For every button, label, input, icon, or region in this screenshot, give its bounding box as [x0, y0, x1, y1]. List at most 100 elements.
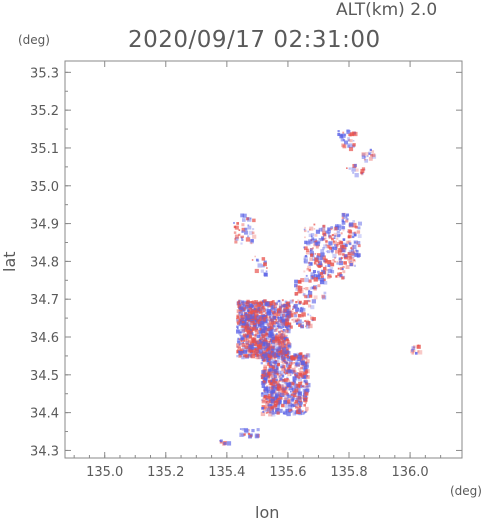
- echo-point: [252, 337, 257, 341]
- echo-point: [295, 301, 298, 304]
- echo-point: [321, 238, 324, 241]
- echo-point: [262, 334, 266, 339]
- echo-point: [278, 351, 281, 354]
- echo-point: [277, 317, 283, 322]
- echo-point: [234, 225, 239, 230]
- echo-point: [273, 403, 278, 408]
- echo-point: [327, 245, 331, 249]
- echo-point: [236, 320, 240, 323]
- echo-point: [287, 372, 292, 377]
- echo-point: [296, 386, 299, 390]
- echo-point: [330, 270, 335, 274]
- echo-point: [292, 308, 294, 311]
- echo-point: [286, 341, 290, 344]
- echo-point: [360, 168, 365, 173]
- echo-point: [260, 269, 264, 273]
- echo-point: [303, 229, 307, 233]
- echo-point: [272, 410, 275, 413]
- echo-point: [308, 300, 311, 303]
- echo-point: [348, 255, 352, 260]
- echo-point: [255, 332, 258, 335]
- echo-point: [246, 331, 251, 335]
- echo-point: [299, 405, 302, 408]
- echo-point: [345, 265, 350, 269]
- echo-point: [267, 322, 272, 328]
- echo-point: [288, 309, 292, 314]
- echo-point: [268, 412, 273, 417]
- echo-point: [292, 391, 295, 394]
- echo-point: [318, 227, 323, 232]
- echo-point: [268, 358, 271, 361]
- echo-point: [270, 318, 274, 322]
- echo-point: [239, 235, 243, 238]
- echo-point: [339, 224, 344, 230]
- echo-point: [244, 230, 248, 235]
- echo-point: [268, 341, 271, 343]
- echo-point: [274, 312, 277, 315]
- data-points-layer: [219, 129, 423, 446]
- echo-point: [353, 163, 357, 167]
- echo-point: [261, 399, 266, 404]
- echo-point: [361, 155, 366, 160]
- echo-point: [223, 442, 227, 446]
- y-tick-label: 34.4: [30, 407, 59, 422]
- echo-point: [278, 408, 283, 413]
- echo-point: [339, 229, 342, 231]
- echo-point: [304, 410, 307, 413]
- echo-point: [260, 323, 265, 328]
- echo-point: [260, 338, 266, 343]
- echo-point: [219, 439, 223, 443]
- echo-point: [304, 379, 308, 384]
- echo-point: [285, 361, 288, 364]
- echo-point: [342, 242, 347, 248]
- echo-point: [264, 369, 267, 373]
- echo-point: [270, 340, 273, 343]
- echo-cluster: [284, 299, 316, 329]
- echo-point: [244, 304, 249, 309]
- y-tick-label: 34.5: [30, 369, 59, 384]
- echo-point: [274, 390, 277, 393]
- echo-point: [317, 277, 321, 281]
- echo-point: [336, 262, 339, 265]
- echo-point: [282, 345, 286, 349]
- y-tick-label: 34.8: [30, 255, 59, 270]
- echo-point: [290, 408, 293, 411]
- echo-point: [286, 382, 291, 387]
- echo-point: [306, 294, 310, 299]
- echo-point: [369, 148, 372, 152]
- echo-point: [310, 233, 315, 237]
- echo-point: [348, 242, 352, 246]
- echo-point: [246, 217, 250, 221]
- echo-point: [277, 347, 281, 351]
- echo-point: [303, 287, 305, 290]
- echo-point: [320, 275, 324, 279]
- echo-point: [285, 372, 288, 375]
- echo-point: [254, 322, 258, 326]
- echo-point: [274, 411, 278, 415]
- echo-point: [280, 370, 285, 375]
- echo-point: [303, 300, 309, 305]
- echo-point: [298, 376, 301, 379]
- echo-point: [311, 237, 315, 241]
- echo-point: [339, 244, 344, 249]
- echo-point: [241, 428, 245, 431]
- echo-point: [304, 236, 306, 239]
- echo-point: [280, 365, 283, 369]
- echo-point: [254, 328, 259, 333]
- echo-point: [237, 299, 242, 304]
- echo-point: [334, 234, 337, 238]
- echo-point: [239, 342, 243, 345]
- echo-point: [261, 392, 264, 395]
- echo-point: [339, 134, 344, 139]
- echo-point: [283, 343, 286, 345]
- axes-layer: 135.0 135.2 135.4 135.6 135.8 136.0 34.3 34.4 34…: [30, 61, 462, 480]
- echo-point: [350, 248, 354, 252]
- echo-point: [270, 399, 275, 404]
- echo-point: [312, 255, 315, 259]
- echo-point: [354, 252, 359, 257]
- echo-point: [287, 303, 290, 306]
- echo-point: [272, 354, 277, 358]
- echo-point: [304, 391, 309, 396]
- echo-point: [239, 353, 243, 357]
- echo-point: [270, 316, 275, 321]
